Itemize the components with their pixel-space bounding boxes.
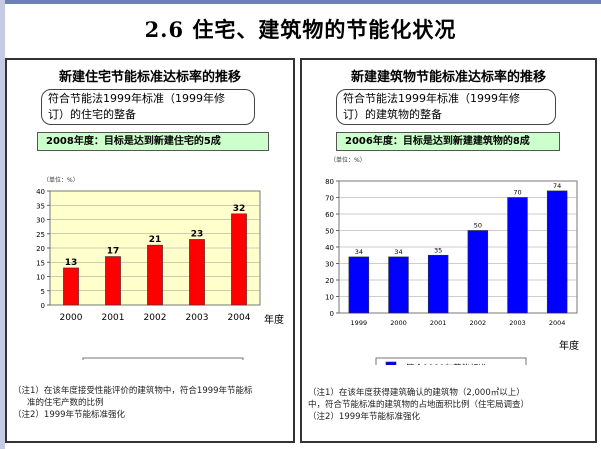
y-tick-label: 35 bbox=[36, 202, 45, 210]
y-tick-label: 0 bbox=[41, 302, 45, 310]
y-tick-label: 0 bbox=[330, 310, 334, 318]
x-category-label: 1999 bbox=[351, 319, 368, 327]
right-note-2: 中，符合节能标准的建筑物的占地面积比例（住宅局调查） bbox=[308, 400, 530, 410]
y-tick-label: 5 bbox=[41, 288, 45, 296]
bar-value-label: 50 bbox=[474, 222, 482, 230]
right-bar-chart: 0 10 20 30 40 50 60 70 80 （单位：%） 34 1999 34 2000 35 200… bbox=[325, 156, 579, 365]
right-description-line-1: 符合节能法1999年标准（1999年修 bbox=[343, 92, 520, 105]
bar bbox=[507, 197, 528, 314]
slide-title: 2.6 住宅、建筑物的节能化状况 bbox=[144, 17, 457, 42]
x-category-label: 2000 bbox=[60, 313, 83, 323]
bar bbox=[467, 230, 489, 314]
bar bbox=[189, 239, 205, 306]
legend-box bbox=[82, 357, 244, 360]
bar bbox=[231, 213, 247, 306]
right-note-3: （注2）1999年节能标准强化 bbox=[308, 412, 421, 422]
y-tick-label: 40 bbox=[325, 244, 334, 252]
y-tick-label: 40 bbox=[36, 188, 45, 196]
x-category-label: 2002 bbox=[470, 319, 487, 327]
x-category-label: 2001 bbox=[102, 313, 125, 323]
unit-label: （单位：%） bbox=[330, 156, 366, 164]
unit-label: （单位：%） bbox=[43, 176, 79, 184]
x-category-label: 2002 bbox=[144, 313, 167, 323]
y-tick-label: 20 bbox=[325, 277, 334, 285]
bar-value-label: 34 bbox=[355, 248, 363, 256]
x-category-label: 2004 bbox=[228, 313, 251, 323]
x-category-label: 2003 bbox=[186, 313, 209, 323]
x-category-label: 2003 bbox=[509, 319, 526, 327]
x-axis-label: 年度 bbox=[264, 313, 284, 326]
bar-value-label: 13 bbox=[65, 258, 78, 268]
x-category-label: 2000 bbox=[390, 319, 407, 327]
bar bbox=[427, 254, 449, 314]
left-panel-title: 新建住宅节能标准达标率的推移 bbox=[58, 70, 241, 85]
x-category-label: 2004 bbox=[549, 319, 566, 327]
bar bbox=[105, 256, 121, 306]
y-tick-label: 50 bbox=[325, 228, 334, 236]
y-tick-label: 10 bbox=[325, 294, 334, 302]
bar bbox=[348, 256, 370, 314]
bar-value-label: 23 bbox=[191, 229, 204, 239]
right-description-box: 符合节能法1999年标准（1999年修 订）的建筑物的整备 bbox=[336, 89, 556, 125]
y-tick-label: 15 bbox=[36, 259, 45, 267]
y-tick-label: 25 bbox=[36, 231, 45, 239]
bar-value-label: 70 bbox=[513, 189, 521, 197]
y-tick-label: 10 bbox=[36, 274, 45, 282]
right-note-1: （注1）在该年度获得建筑确认的建筑物（2,000㎡以上） bbox=[308, 388, 525, 398]
y-tick-label: 80 bbox=[325, 178, 334, 186]
left-accent-bar bbox=[0, 0, 5, 449]
legend-box bbox=[375, 357, 527, 365]
left-description-line-2: 订）的住宅的整备 bbox=[48, 108, 136, 121]
y-tick-label: 30 bbox=[325, 261, 334, 269]
bar-value-label: 21 bbox=[149, 235, 162, 245]
left-goal-box: 2008年度：目标是达到新建住宅的5成 bbox=[37, 132, 269, 151]
y-tick-label: 70 bbox=[325, 195, 334, 203]
bar-value-label: 32 bbox=[233, 204, 246, 214]
left-note-2: 准的住宅产数的比例 bbox=[27, 398, 104, 408]
left-chart-panel: 新建住宅节能标准达标率的推移 符合节能法1999年标准（1999年修 订）的住宅… bbox=[5, 58, 295, 443]
y-tick-label: 60 bbox=[325, 211, 334, 219]
legend-swatch bbox=[385, 361, 397, 365]
x-category-label: 2001 bbox=[430, 319, 447, 327]
right-chart-panel: 新建建筑物节能标准达标率的推移 符合节能法1999年标准（1999年修 订）的建… bbox=[300, 58, 597, 443]
top-accent-bar bbox=[0, 0, 601, 4]
right-panel-title: 新建建筑物节能标准达标率的推移 bbox=[350, 70, 546, 85]
left-bar-chart: 0 5 10 15 20 25 30 35 40 （单位：%） 13 2000 17 2001 21 2002… bbox=[36, 176, 284, 360]
left-description-box: 符合节能法1999年标准（1999年修 订）的住宅的整备 bbox=[41, 89, 255, 125]
bar-value-label: 35 bbox=[434, 246, 442, 254]
left-note-1: （注1）在该年度接受性能评价的建筑物中，符合1999年节能标 bbox=[13, 386, 253, 396]
bar bbox=[63, 267, 79, 306]
bar bbox=[546, 190, 568, 314]
bar bbox=[147, 244, 163, 306]
right-description-line-2: 订）的建筑物的整备 bbox=[343, 108, 442, 121]
bar-value-label: 17 bbox=[107, 247, 120, 257]
left-description-line-1: 符合节能法1999年标准（1999年修 bbox=[48, 92, 225, 105]
bar bbox=[388, 256, 409, 314]
right-goal-box: 2006年度：目标是达到新建建筑物的8成 bbox=[336, 132, 560, 151]
y-tick-label: 30 bbox=[36, 217, 45, 225]
left-note-3: （注2）1999年节能标准强化 bbox=[13, 410, 126, 420]
bar-value-label: 74 bbox=[553, 182, 561, 190]
x-axis-label: 年度 bbox=[559, 339, 579, 352]
bar-value-label: 34 bbox=[394, 248, 402, 256]
y-tick-label: 20 bbox=[36, 245, 45, 253]
